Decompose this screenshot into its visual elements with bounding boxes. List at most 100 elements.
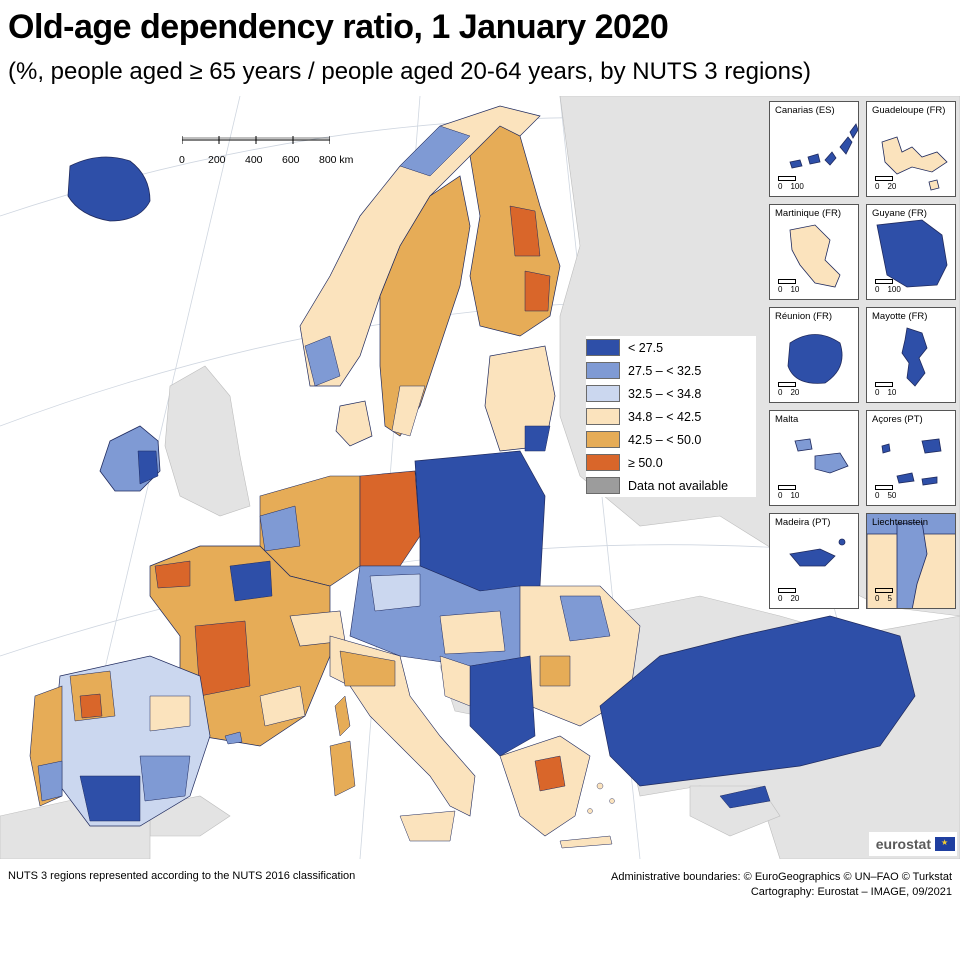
inset-scale-min: 0 <box>875 182 880 191</box>
credits-boundaries: Administrative boundaries: © EuroGeograp… <box>610 871 952 883</box>
inset-label: Martinique (FR) <box>775 208 841 219</box>
map-title: Old-age dependency ratio, 1 January 2020 <box>8 8 669 46</box>
legend: < 27.5 27.5 – < 32.5 32.5 – < 34.8 34.8 … <box>586 336 756 497</box>
legend-label: ≥ 50.0 <box>628 455 663 470</box>
legend-item: 32.5 – < 34.8 <box>586 382 756 405</box>
legend-label: 32.5 – < 34.8 <box>628 386 702 401</box>
inset-scale-min: 0 <box>875 388 880 397</box>
legend-swatch <box>586 454 620 471</box>
eu-flag-icon <box>935 837 955 851</box>
inset-scalebar: 0 20 <box>778 382 799 397</box>
legend-label: Data not available <box>628 478 729 493</box>
scale-label-600: 600 <box>282 154 300 166</box>
iceland <box>67 156 151 222</box>
inset-scalebar: 0 100 <box>778 176 804 191</box>
inset-liechtenstein: Liechtenstein 0 5 <box>866 513 956 609</box>
inset-madeira: Madeira (PT) 0 20 <box>769 513 859 609</box>
scale-label-800: 800 km <box>319 154 354 166</box>
scale-label-200: 200 <box>208 154 226 166</box>
inset-shape <box>881 438 942 486</box>
poland <box>414 450 546 592</box>
inset-label: Guadeloupe (FR) <box>872 105 946 116</box>
inset-scale-max: 20 <box>790 594 800 603</box>
inset-scale-max: 5 <box>887 594 892 603</box>
inset-scale-min: 0 <box>778 594 783 603</box>
inset-scale-max: 20 <box>887 182 897 191</box>
inset-scale-min: 0 <box>778 388 783 397</box>
scale-bar: 0 200 400 600 800 km <box>178 132 353 174</box>
inset-scale-max: 50 <box>887 491 897 500</box>
inset-shape <box>789 123 858 169</box>
inset-shape <box>876 219 948 288</box>
inset-martinique: Martinique (FR) 0 10 <box>769 204 859 300</box>
legend-swatch <box>586 339 620 356</box>
turkey <box>599 615 916 787</box>
inset-scale-max: 10 <box>790 491 800 500</box>
logo-text: eurostat <box>875 836 931 852</box>
legend-item: < 27.5 <box>586 336 756 359</box>
inset-label: Canarias (ES) <box>775 105 835 116</box>
inset-label: Liechtenstein <box>872 517 928 528</box>
inset-shape <box>881 136 948 191</box>
legend-label: 27.5 – < 32.5 <box>628 363 702 378</box>
inset-malta: Malta 0 10 <box>769 410 859 506</box>
legend-label: 34.8 – < 42.5 <box>628 409 702 424</box>
sweden <box>379 175 471 437</box>
footnote-nuts: NUTS 3 regions represented according to … <box>8 870 356 882</box>
legend-item: 34.8 – < 42.5 <box>586 405 756 428</box>
legend-swatch <box>586 477 620 494</box>
inset-scalebar: 0 20 <box>875 176 896 191</box>
legend-item: 27.5 – < 32.5 <box>586 359 756 382</box>
inset-scale-max: 20 <box>790 388 800 397</box>
inset-label: Açores (PT) <box>872 414 923 425</box>
inset-acores: Açores (PT) 0 50 <box>866 410 956 506</box>
sardinia <box>329 740 356 797</box>
inset-label: Réunion (FR) <box>775 311 833 322</box>
inset-canarias: Canarias (ES) 0 100 <box>769 101 859 197</box>
footnote-credits: Administrative boundaries: © EuroGeograp… <box>611 870 952 900</box>
inset-label: Malta <box>775 414 799 425</box>
inset-scale-min: 0 <box>778 285 783 294</box>
inset-scale-min: 0 <box>778 491 783 500</box>
legend-label: < 27.5 <box>628 340 664 355</box>
inset-scale-min: 0 <box>778 182 783 191</box>
east-germany <box>359 470 421 567</box>
credits-cartography: Cartography: Eurostat – IMAGE, 09/2021 <box>750 886 952 898</box>
inset-scalebar: 0 20 <box>778 588 799 603</box>
inset-scalebar: 0 10 <box>778 485 799 500</box>
inset-guadeloupe: Guadeloupe (FR) 0 20 <box>866 101 956 197</box>
western-balkans <box>469 655 536 757</box>
eurostat-logo: eurostat <box>869 832 957 856</box>
inset-shape <box>789 224 841 288</box>
legend-label: 42.5 – < 50.0 <box>628 432 702 447</box>
inset-shape <box>787 334 843 384</box>
legend-swatch <box>586 408 620 425</box>
legend-item: Data not available <box>586 474 756 497</box>
inset-label: Mayotte (FR) <box>872 311 928 322</box>
inset-scale-max: 100 <box>790 182 804 191</box>
inset-scalebar: 0 100 <box>875 279 901 294</box>
sicily <box>399 810 456 842</box>
inset-mayotte: Mayotte (FR) 0 10 <box>866 307 956 403</box>
inset-scalebar: 0 10 <box>875 382 896 397</box>
map-subtitle: (%, people aged ≥ 65 years / people aged… <box>8 58 811 85</box>
inset-reunion: Réunion (FR) 0 20 <box>769 307 859 403</box>
cyprus <box>719 785 771 809</box>
inset-label: Madeira (PT) <box>775 517 831 528</box>
scale-label-400: 400 <box>245 154 263 166</box>
scale-rule <box>182 136 330 144</box>
inset-scalebar: 0 10 <box>778 279 799 294</box>
denmark <box>335 400 373 447</box>
inset-scalebar: 0 50 <box>875 485 896 500</box>
inset-guyane: Guyane (FR) 0 100 <box>866 204 956 300</box>
inset-scale-max: 10 <box>887 388 897 397</box>
inset-label: Guyane (FR) <box>872 208 927 219</box>
inset-shape <box>867 521 955 608</box>
inset-shape <box>794 438 849 474</box>
legend-swatch <box>586 385 620 402</box>
inset-scale-min: 0 <box>875 594 880 603</box>
inset-scale-max: 10 <box>790 285 800 294</box>
scale-label-0: 0 <box>179 154 185 166</box>
inset-shape <box>901 327 928 387</box>
